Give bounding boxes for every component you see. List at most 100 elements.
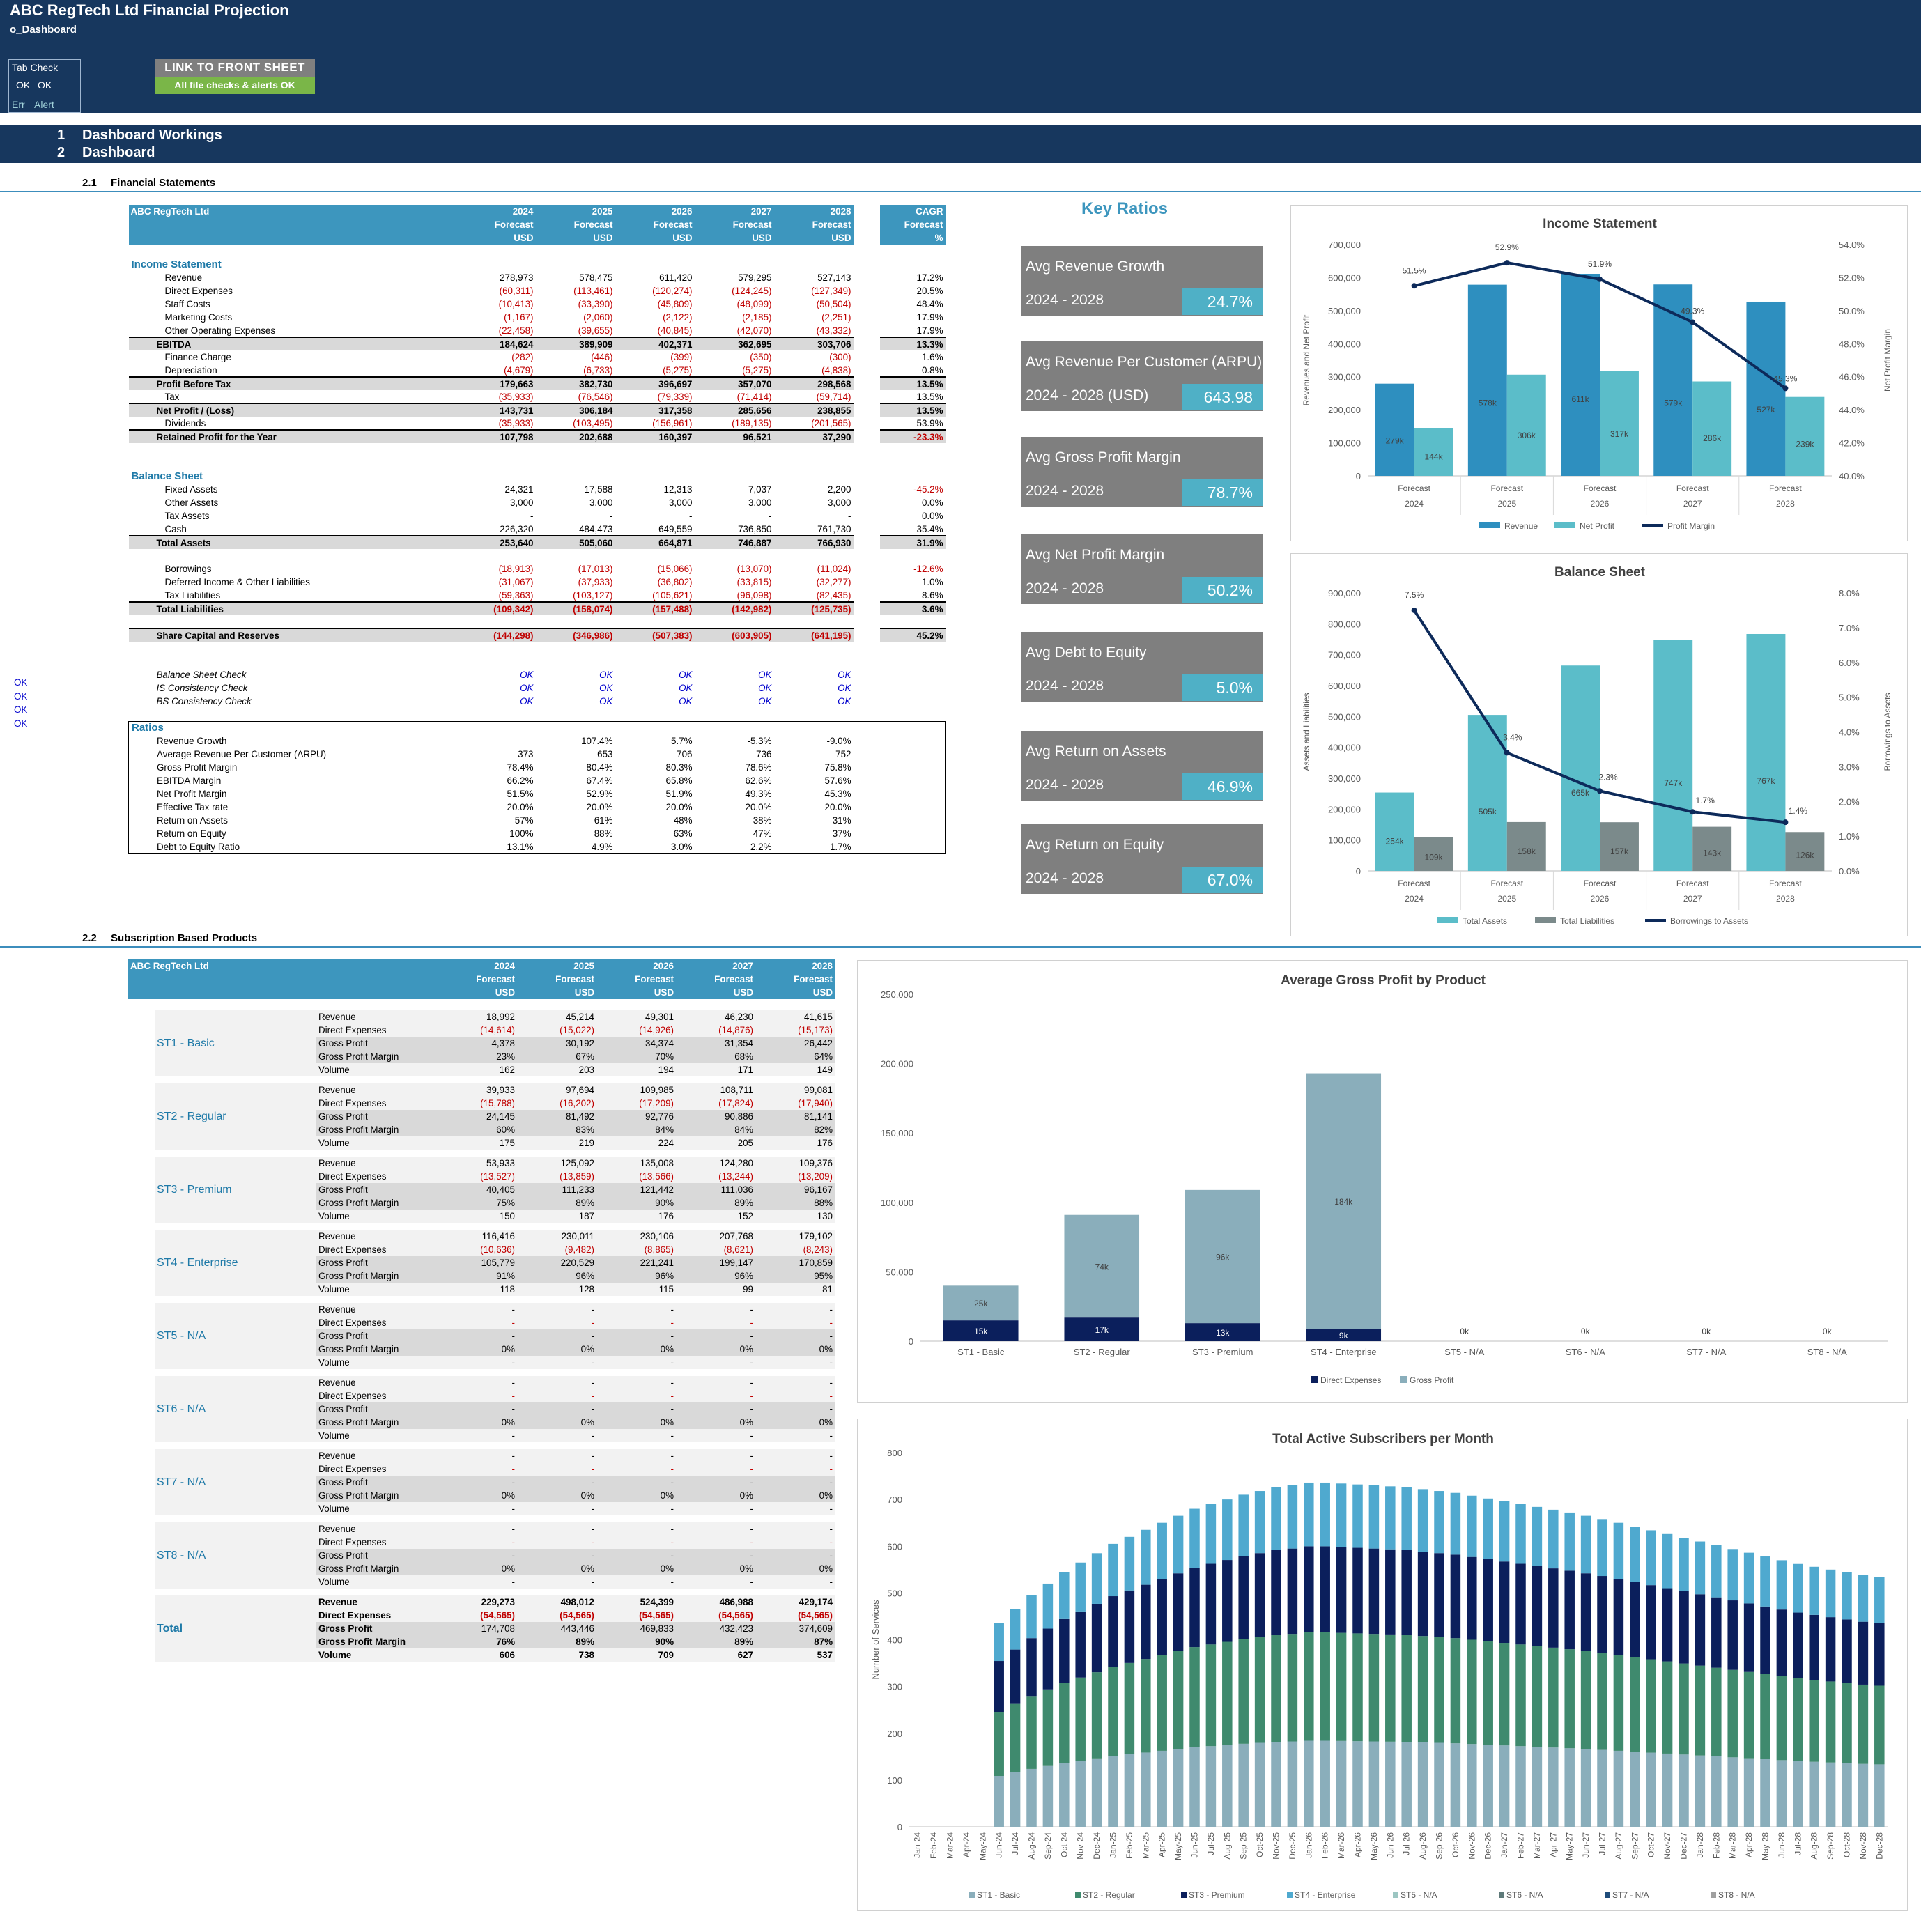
section-1-num: 1 <box>57 127 65 143</box>
product-value: 486,988 <box>676 1595 755 1609</box>
section-1-name[interactable]: Dashboard Workings <box>82 127 222 143</box>
x-tick-label: Forecast <box>1490 879 1523 888</box>
bar-data-label: 13k <box>1216 1328 1230 1338</box>
ratio-value: 47% <box>753 828 772 839</box>
section-2-name[interactable]: Dashboard <box>82 145 155 160</box>
cell-value: (79,339) <box>657 391 693 402</box>
bar-st2-regular <box>1385 1634 1396 1742</box>
product-value: 23% <box>438 1050 517 1063</box>
bar-st4-enterprise <box>1679 1538 1689 1591</box>
bar-st3-premium <box>1515 1563 1526 1645</box>
legend-entry: ST3 - Premium <box>1189 1890 1245 1900</box>
product-value: 84% <box>676 1123 755 1136</box>
line-data-label: 45.3% <box>1773 373 1797 383</box>
bar-st2-regular <box>1662 1661 1673 1754</box>
product-value: (13,859) <box>517 1170 596 1183</box>
bar-st1-basic <box>1205 1746 1217 1827</box>
bar-st4-enterprise <box>1743 1552 1754 1604</box>
product-value: 89% <box>517 1635 596 1648</box>
product-value: 199,147 <box>676 1256 755 1269</box>
bar-st3-premium <box>1630 1582 1640 1657</box>
product-value: 174,708 <box>438 1622 517 1635</box>
product-value: - <box>755 1522 835 1536</box>
y-tick-label: 600 <box>887 1541 902 1552</box>
check-row: IS Consistency Check OK OK OK OK OK <box>129 681 946 695</box>
product-value: 537 <box>755 1648 835 1662</box>
product-row: ST2 - Regular Revenue 39,933 97,694 109,985 1… <box>128 1083 835 1150</box>
prod-header-cell: USD <box>517 986 596 999</box>
bar-st4-enterprise <box>1385 1486 1396 1550</box>
y2-tick-label: 7.0% <box>1839 623 1860 633</box>
product-row-label: Volume <box>316 1283 438 1296</box>
cell-value: (507,383) <box>615 628 695 642</box>
cell-value: (2,122) <box>663 312 693 323</box>
link-to-front-sheet-button[interactable]: LINK TO FRONT SHEET <box>155 59 315 77</box>
check-ok: OK <box>679 670 693 680</box>
bar-st3-premium <box>1385 1549 1396 1635</box>
bar-data-label: 17k <box>1095 1325 1109 1335</box>
bar-st1-basic <box>1238 1743 1249 1827</box>
y2-tick-label: 44.0% <box>1839 405 1865 415</box>
prod-header-cell: 2025 <box>517 959 596 973</box>
product-value: - <box>517 1356 596 1369</box>
x-tick-label: 2025 <box>1497 894 1516 904</box>
product-value: - <box>438 1449 517 1462</box>
line-point <box>1411 283 1417 289</box>
prod-blank <box>128 973 438 986</box>
row-label: Depreciation <box>164 364 217 376</box>
product-value: - <box>517 1389 596 1402</box>
income-statement-title: Income Statement <box>131 258 222 270</box>
cell-value: (18,913) <box>498 564 534 574</box>
product-value: - <box>517 1549 596 1562</box>
subsection-2-2-name: Subscription Based Products <box>111 932 258 944</box>
cell-value: (6,733) <box>583 364 613 376</box>
product-value: - <box>438 1462 517 1476</box>
cell-value: (96,098) <box>736 589 772 601</box>
x-tick-label: Oct-28 <box>1842 1832 1852 1857</box>
product-value: - <box>676 1449 755 1462</box>
table-row: Retained Profit for the Year 107,798 202,6… <box>128 429 946 443</box>
product-row: Direct Expenses (10,636) (9,482) (8,865) (8,… <box>128 1243 835 1256</box>
bar-st1-basic <box>1711 1756 1722 1827</box>
table-row: Net Profit / (Loss) 143,731 306,184 317,358… <box>128 403 946 417</box>
bar-direct-expenses <box>1064 1317 1140 1341</box>
table-row: Dividends (35,933) (103,495) (156,961) (189,… <box>129 417 946 430</box>
product-row: Gross Profit - - - - - <box>128 1549 835 1562</box>
cell-value: (201,565) <box>811 417 851 428</box>
bar-net-profit <box>1600 371 1639 476</box>
product-value: (9,482) <box>517 1243 596 1256</box>
product-value: 429,174 <box>755 1595 835 1609</box>
bar-net-profit <box>1506 374 1546 476</box>
product-row-label: Gross Profit <box>316 1476 438 1489</box>
product-value: 83% <box>517 1123 596 1136</box>
ratio-label: Return on Assets <box>128 814 456 827</box>
product-row: ST8 - N/A Revenue - - - - - <box>128 1522 835 1589</box>
bar-st2-regular <box>994 1712 1004 1777</box>
cell-value: 3,000 <box>509 497 534 508</box>
cagr-value: 31.9% <box>879 535 946 549</box>
cell-value: (300) <box>829 352 851 362</box>
product-value: - <box>676 1502 755 1515</box>
fs-forecast: Forecast <box>879 218 946 231</box>
product-value: - <box>517 1575 596 1589</box>
product-value: - <box>517 1376 596 1389</box>
product-row-label: Gross Profit Margin <box>316 1562 438 1575</box>
product-value: - <box>596 1522 676 1536</box>
bar-st1-basic <box>1679 1754 1689 1827</box>
balance-sheet-title-row: Balance Sheet <box>129 470 946 483</box>
product-value: - <box>676 1389 755 1402</box>
cagr-value: 35.4% <box>916 523 943 534</box>
cell-value: - <box>689 511 693 521</box>
cell-value: (43,332) <box>816 325 851 336</box>
fs-forecast: Forecast <box>773 218 854 231</box>
bar-data-label: 505k <box>1479 807 1497 817</box>
ratio-value: 736 <box>756 749 772 759</box>
x-tick-label: May-26 <box>1369 1832 1379 1860</box>
ratio-value: 20.0% <box>824 802 851 812</box>
product-value: (54,565) <box>438 1609 517 1622</box>
bar-st3-premium <box>1075 1611 1086 1678</box>
bar-st1-basic <box>1157 1750 1167 1827</box>
bar-st3-premium <box>1401 1550 1412 1635</box>
bar-st4-enterprise <box>1222 1499 1233 1561</box>
check-ok: OK <box>520 683 534 693</box>
